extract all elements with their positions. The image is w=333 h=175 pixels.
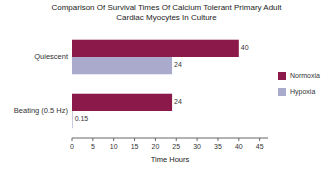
x-tick-label: 20 (152, 143, 160, 150)
legend-swatch (278, 88, 286, 96)
legend-label: Hypoxia (290, 88, 315, 96)
x-tick-label: 5 (91, 143, 95, 150)
bars (72, 40, 239, 129)
x-tick-label: 25 (172, 143, 180, 150)
bar (72, 111, 73, 128)
chart-container: Comparison Of Survival Times Of Calcium … (0, 0, 333, 175)
legend-swatch (278, 72, 286, 80)
title: Comparison Of Survival Times Of Calcium … (51, 3, 282, 22)
legend-label: Normoxia (290, 72, 320, 79)
x-axis-line (72, 138, 268, 139)
x-tick-label: 0 (70, 143, 74, 150)
x-tick-label: 45 (256, 143, 264, 150)
x-axis-label: Time Hours (151, 155, 190, 164)
data-label: 24 (174, 98, 182, 105)
data-label: 40 (241, 44, 249, 51)
chart: Comparison Of Survival Times Of Calcium … (0, 0, 333, 175)
bar (72, 40, 239, 57)
y-tick-label: Quiescent (34, 52, 69, 61)
x-tick-label: 35 (214, 143, 222, 150)
x-tick-label: 30 (193, 143, 201, 150)
x-tick-label: 40 (235, 143, 243, 150)
data-label: 0.15 (75, 115, 89, 122)
y-tick-label: Beating (0.5 Hz) (14, 106, 69, 115)
bar (72, 94, 172, 111)
x-tick-label: 15 (131, 143, 139, 150)
data-label: 24 (174, 61, 182, 68)
x-tick-label: 10 (110, 143, 118, 150)
bar (72, 57, 172, 74)
